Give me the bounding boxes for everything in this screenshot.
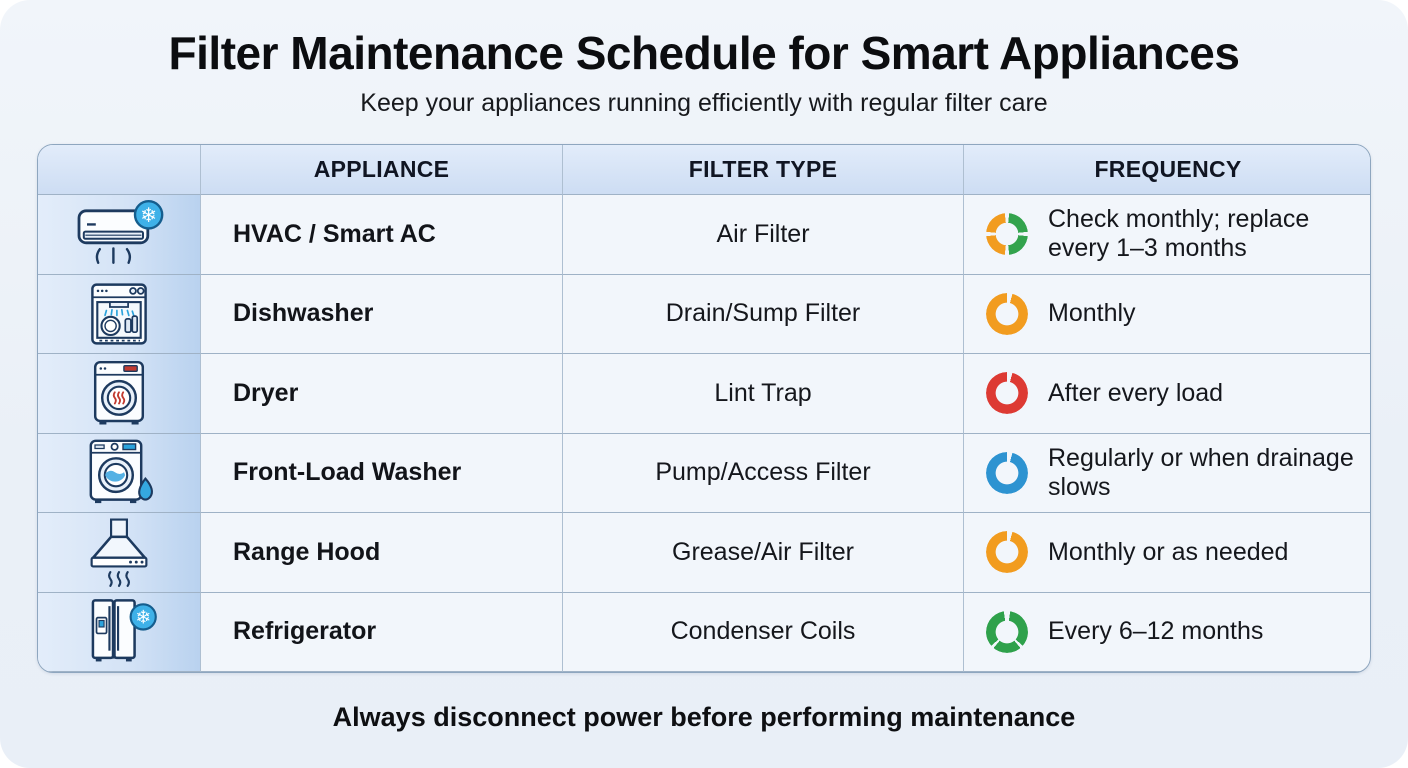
- filter-type: Pump/Access Filter: [563, 433, 964, 513]
- page-title: Filter Maintenance Schedule for Smart Ap…: [168, 27, 1240, 79]
- maintenance-table: APPLIANCE FILTER TYPE FREQUENCY ❄ HVAC /…: [37, 144, 1371, 673]
- header-filter-type: FILTER TYPE: [563, 145, 964, 195]
- appliance-name: Refrigerator: [201, 592, 563, 672]
- svg-text:❄: ❄: [140, 203, 157, 227]
- hvac-smart-ac-icon: ❄: [77, 200, 164, 265]
- frequency-text: Monthly: [1048, 299, 1136, 328]
- frequency-donut-icon: [986, 610, 1028, 653]
- header-frequency: FREQUENCY: [964, 145, 1370, 195]
- frequency-text: After every load: [1048, 378, 1224, 407]
- page-subtitle: Keep your appliances running efficiently…: [360, 89, 1048, 117]
- filter-type: Grease/Air Filter: [563, 513, 964, 593]
- range-hood-icon: [90, 518, 148, 588]
- safety-footer-note: Always disconnect power before performin…: [332, 702, 1076, 732]
- frequency-donut-icon: [986, 213, 1028, 256]
- front-load-washer-icon: [89, 439, 153, 503]
- frequency-cell: Every 6–12 months: [964, 593, 1370, 672]
- filter-type: Drain/Sump Filter: [563, 274, 964, 354]
- appliance-name: Front-Load Washer: [201, 433, 563, 513]
- filter-type: Condenser Coils: [563, 592, 964, 672]
- refrigerator-icon: ❄: [91, 598, 157, 662]
- table-row-range-hood-icon-cell: [38, 513, 201, 593]
- frequency-donut-icon: [986, 451, 1028, 494]
- frequency-cell: Check monthly; replace every 1–3 months: [964, 195, 1370, 275]
- frequency-cell: Monthly: [964, 275, 1370, 354]
- frequency-cell: Monthly or as needed: [964, 513, 1370, 593]
- filter-type: Lint Trap: [563, 354, 964, 434]
- frequency-text: Every 6–12 months: [1048, 617, 1264, 646]
- header-icon-column: [38, 145, 201, 195]
- frequency-cell: After every load: [964, 354, 1370, 434]
- filter-type: Air Filter: [563, 195, 964, 275]
- frequency-donut-icon: [986, 372, 1028, 415]
- dishwasher-icon: [91, 283, 147, 345]
- table-row-refrigerator-icon-cell: ❄: [38, 592, 201, 672]
- appliance-name: Dryer: [201, 354, 563, 434]
- appliance-name: Dishwasher: [201, 274, 563, 354]
- frequency-text: Regularly or when drainage slows: [1048, 443, 1354, 501]
- table-row-dishwasher-icon-cell: [38, 274, 201, 354]
- svg-text:❄: ❄: [135, 607, 151, 628]
- table-row-dryer-icon-cell: [38, 354, 201, 434]
- appliance-name: Range Hood: [201, 513, 563, 593]
- frequency-donut-icon: [986, 292, 1028, 335]
- frequency-text: Check monthly; replace every 1–3 months: [1048, 205, 1310, 263]
- header-appliance: APPLIANCE: [201, 145, 563, 195]
- table-row-washer-icon-cell: [38, 433, 201, 513]
- table-row-hvac-icon-cell: ❄: [38, 195, 201, 275]
- frequency-text: Monthly or as needed: [1048, 537, 1289, 566]
- frequency-donut-icon: [986, 531, 1028, 574]
- frequency-cell: Regularly or when drainage slows: [964, 434, 1370, 513]
- appliance-name: HVAC / Smart AC: [201, 195, 563, 275]
- dryer-icon: [93, 361, 145, 425]
